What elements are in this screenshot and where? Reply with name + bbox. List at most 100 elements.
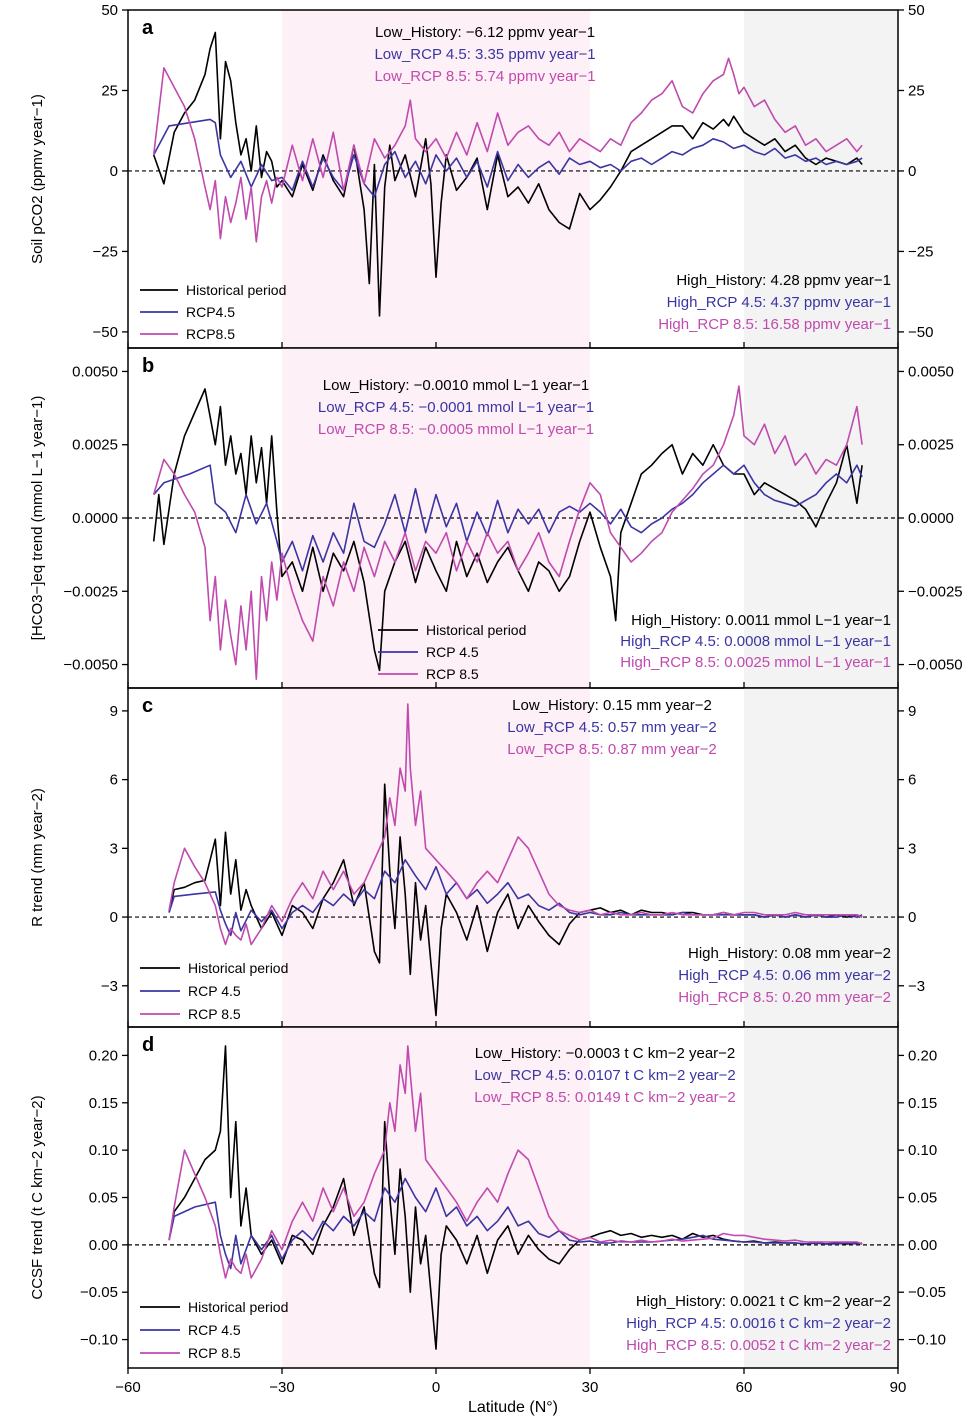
series-line-rcp45 [153, 464, 863, 572]
y-tick-label-left: 0.05 [89, 1190, 118, 1207]
annotation-low-1: Low_RCP 4.5: 3.35 ppmv year−1 [374, 46, 595, 63]
y-tick-label-left: 0.20 [89, 1047, 118, 1064]
series-line-rcp45 [152, 118, 863, 198]
band-high [744, 10, 898, 348]
panel-a: 50 50 25 25 0 0 −25 −25 −50 −50 a Soil pCO2 (ppmv y… [29, 2, 933, 349]
y-tick-label-left: 0 [110, 909, 118, 926]
y-tick-label-right: −0.0050 [908, 657, 963, 674]
band-high [744, 688, 898, 1027]
series-line-rcp85 [152, 57, 863, 243]
panel-c: 9 9 6 6 3 3 0 0 −3 −3 c R trend (mm year−2) Low_Hist… [29, 687, 925, 1028]
y-tick-label-left: −0.0050 [63, 657, 118, 674]
y-tick-label-left: −0.10 [80, 1332, 118, 1349]
annotation-high-1: High_RCP 4.5: 4.37 ppmv year−1 [667, 294, 891, 311]
y-tick-label-right: −25 [908, 243, 933, 260]
y-tick-label-left: 0 [110, 163, 118, 180]
annotation-high-1: High_RCP 4.5: 0.0008 mmol L−1 year−1 [620, 633, 891, 650]
annotation-low-1: Low_RCP 4.5: −0.0001 mmol L−1 year−1 [318, 399, 594, 416]
annotation-high-1: High_RCP 4.5: 0.06 mm year−2 [678, 967, 891, 984]
x-tick-label: 60 [736, 1379, 753, 1396]
y-tick-label-right: 0.15 [908, 1095, 937, 1112]
annotation-low-1: Low_RCP 4.5: 0.0107 t C km−2 year−2 [474, 1067, 736, 1084]
series-line-rcp45 [168, 1177, 863, 1270]
annotation-low-0: Low_History: −0.0003 t C km−2 year−2 [475, 1045, 736, 1062]
y-tick-label-right: −3 [908, 978, 925, 995]
y-tick-label-right: −50 [908, 324, 933, 341]
legend-entry: RCP 8.5 [426, 666, 479, 682]
y-tick-label-left: −25 [93, 243, 118, 260]
series-line-rcp85 [152, 385, 863, 681]
panel-b: 0.0050 0.0050 0.0025 0.0025 0.0000 0.0000 −0.0… [29, 347, 963, 689]
annotation-low-1: Low_RCP 4.5: 0.57 mm year−2 [507, 719, 716, 736]
y-tick-label-right: 50 [908, 2, 925, 19]
x-tick-label: 0 [432, 1379, 440, 1396]
panel-label: d [142, 1034, 154, 1056]
y-tick-label-left: 0.00 [89, 1237, 118, 1254]
series-line-rcp45 [168, 858, 863, 937]
annotation-high-2: High_RCP 8.5: 0.0052 t C km−2 year−2 [626, 1337, 891, 1354]
y-tick-label-left: −3 [101, 978, 118, 995]
y-axis-label: [HCO3−]eq trend (mmol L−1 year−1) [29, 396, 46, 641]
annotation-low-2: Low_RCP 8.5: 0.87 mm year−2 [507, 741, 716, 758]
y-tick-label-left: 0.15 [89, 1095, 118, 1112]
annotation-high-0: High_History: 0.0011 mmol L−1 year−1 [631, 612, 891, 629]
series-line-rcp85 [168, 1045, 863, 1279]
annotation-high-0: High_History: 0.0021 t C km−2 year−2 [636, 1293, 891, 1310]
legend-entry: RCP4.5 [186, 304, 235, 320]
legend-entry: RCP 8.5 [188, 1345, 241, 1361]
y-tick-label-left: 0.0000 [72, 510, 118, 527]
panel-d: 0.20 0.20 0.15 0.15 0.10 0.10 0.05 0.05 0.00 0.00… [29, 1026, 946, 1396]
x-tick-label: 30 [582, 1379, 599, 1396]
y-tick-label-left: 25 [101, 82, 118, 99]
y-tick-label-left: 0.0025 [72, 437, 118, 454]
band-high [744, 1027, 898, 1368]
y-tick-label-right: −0.10 [908, 1332, 946, 1349]
y-tick-label-right: 0.10 [908, 1142, 937, 1159]
annotation-high-2: High_RCP 8.5: 0.20 mm year−2 [678, 989, 891, 1006]
y-tick-label-left: −0.0025 [63, 583, 118, 600]
annotation-low-2: Low_RCP 8.5: −0.0005 mmol L−1 year−1 [318, 421, 594, 438]
y-axis-label: CCSF trend (t C km−2 year−2) [29, 1095, 46, 1299]
legend-entry: RCP 8.5 [188, 1006, 241, 1022]
y-tick-label-right: 0.0000 [908, 510, 954, 527]
legend-entry: RCP8.5 [186, 326, 235, 342]
y-tick-label-left: 3 [110, 840, 118, 857]
legend-entry: Historical period [188, 960, 288, 976]
y-tick-label-right: 0.05 [908, 1190, 937, 1207]
panel-label: a [142, 17, 154, 39]
y-tick-label-left: −0.05 [80, 1284, 118, 1301]
x-tick-label: −30 [269, 1379, 294, 1396]
y-axis-label: Soil pCO2 (ppmv year−1) [29, 94, 46, 264]
legend-entry: RCP 4.5 [426, 644, 479, 660]
annotation-high-0: High_History: 0.08 mm year−2 [688, 945, 891, 962]
annotation-low-0: Low_History: −6.12 ppmv year−1 [375, 24, 595, 41]
y-tick-label-right: 0.0025 [908, 437, 954, 454]
annotation-low-0: Low_History: −0.0010 mmol L−1 year−1 [323, 377, 589, 394]
y-tick-label-right: 3 [908, 840, 916, 857]
y-tick-label-left: 9 [110, 703, 118, 720]
x-tick-label: −60 [115, 1379, 140, 1396]
y-tick-label-right: 0 [908, 163, 916, 180]
series-line-rcp85 [168, 703, 863, 946]
legend-entry: Historical period [188, 1299, 288, 1315]
annotation-high-2: High_RCP 8.5: 16.58 ppmv year−1 [658, 316, 891, 333]
y-tick-label-left: −50 [93, 324, 118, 341]
y-tick-label-right: 9 [908, 703, 916, 720]
y-axis-label: R trend (mm year−2) [29, 788, 46, 927]
y-tick-label-left: 6 [110, 772, 118, 789]
y-tick-label-right: 0.20 [908, 1047, 937, 1064]
legend-entry: RCP 4.5 [188, 983, 241, 999]
annotation-high-1: High_RCP 4.5: 0.0016 t C km−2 year−2 [626, 1315, 891, 1332]
y-tick-label-right: −0.0025 [908, 583, 963, 600]
annotation-low-2: Low_RCP 8.5: 0.0149 t C km−2 year−2 [474, 1089, 736, 1106]
annotation-high-2: High_RCP 8.5: 0.0025 mmol L−1 year−1 [620, 654, 891, 671]
y-tick-label-right: 0.0050 [908, 363, 954, 380]
y-tick-label-right: 25 [908, 82, 925, 99]
legend-entry: Historical period [426, 622, 526, 638]
y-tick-label-right: 0.00 [908, 1237, 937, 1254]
legend-entry: Historical period [186, 282, 286, 298]
band-low [282, 688, 590, 1027]
annotation-low-2: Low_RCP 8.5: 5.74 ppmv year−1 [374, 68, 595, 85]
series-line-history [152, 31, 863, 317]
